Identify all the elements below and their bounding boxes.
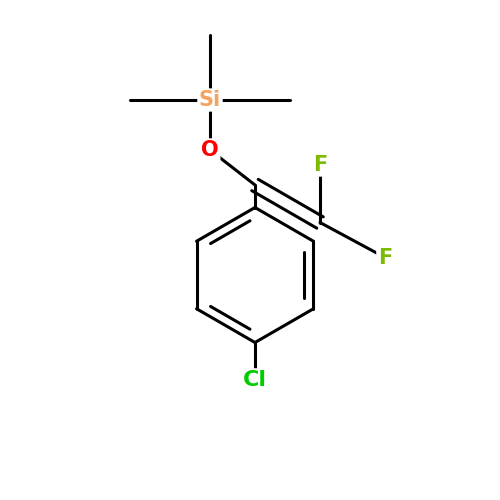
Text: F: F	[378, 248, 392, 268]
Text: Cl: Cl	[243, 370, 267, 390]
Text: O: O	[201, 140, 219, 160]
Text: F: F	[313, 155, 327, 175]
Text: Si: Si	[199, 90, 221, 110]
